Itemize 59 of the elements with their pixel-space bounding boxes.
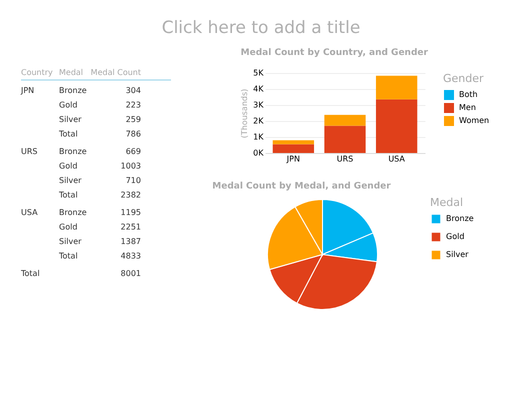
text: 1387	[120, 237, 141, 246]
text: Total	[59, 130, 78, 138]
text: Total	[59, 252, 78, 260]
text: Silver	[59, 237, 82, 246]
text: URS	[21, 147, 38, 156]
text: 4833	[120, 252, 141, 260]
y-tick-label: 5K	[253, 68, 264, 78]
bar	[324, 126, 366, 153]
text: 2382	[120, 190, 141, 200]
legend-label: Gold	[446, 232, 464, 241]
text: Bronze	[59, 147, 87, 156]
y-tick-label: 3K	[253, 100, 264, 110]
text: Total	[59, 190, 78, 200]
chart-title: Medal Count by Country, and Gender	[240, 48, 429, 58]
text: 223	[126, 100, 141, 110]
text: 1003	[120, 162, 141, 170]
y-tick-label: 1K	[253, 132, 264, 142]
text: Gold	[59, 100, 78, 110]
text: Gold	[59, 222, 78, 232]
text: 2251	[120, 222, 141, 232]
text: 304	[126, 86, 141, 95]
text: 786	[126, 130, 141, 138]
category-label: Medal Count	[90, 68, 141, 77]
text: Total	[21, 269, 40, 278]
legend-label: Bronze	[446, 214, 474, 223]
legend-label: Men	[459, 103, 476, 112]
category-label: Country	[21, 68, 54, 77]
y-tick-label: 4K	[253, 84, 264, 94]
legend-title: Medal	[430, 196, 464, 209]
text: Silver	[59, 176, 82, 185]
text: 1195	[120, 208, 141, 217]
text: 259	[126, 115, 141, 124]
legend-label: Both	[459, 90, 478, 99]
x-tick-label: JPN	[286, 154, 300, 164]
text: 710	[126, 176, 141, 185]
y-tick-label: 2K	[253, 116, 264, 126]
y-axis-title: (Thousands)	[240, 88, 250, 138]
x-tick-label: URS	[336, 154, 354, 164]
bar	[324, 114, 366, 126]
text: Silver	[59, 115, 82, 124]
legend-label: Silver	[446, 250, 470, 259]
text: USA	[21, 208, 38, 217]
text: 669	[126, 147, 141, 156]
bar	[272, 140, 314, 144]
bar	[376, 76, 418, 100]
category-label: Medal	[59, 68, 84, 77]
bar	[376, 99, 418, 153]
legend-title: Gender	[443, 72, 484, 85]
y-tick-label: 0K	[253, 148, 264, 158]
text: 8001	[120, 269, 141, 278]
text: Bronze	[59, 86, 87, 95]
legend-label: Women	[459, 116, 490, 125]
text: JPN	[21, 86, 34, 95]
chart-title: Medal Count by Medal, and Gender	[212, 181, 392, 192]
text: Click here to add a title	[162, 18, 360, 38]
bar	[272, 144, 314, 153]
text: Bronze	[59, 208, 87, 217]
x-tick-label: USA	[388, 154, 406, 164]
text: Gold	[59, 162, 78, 170]
